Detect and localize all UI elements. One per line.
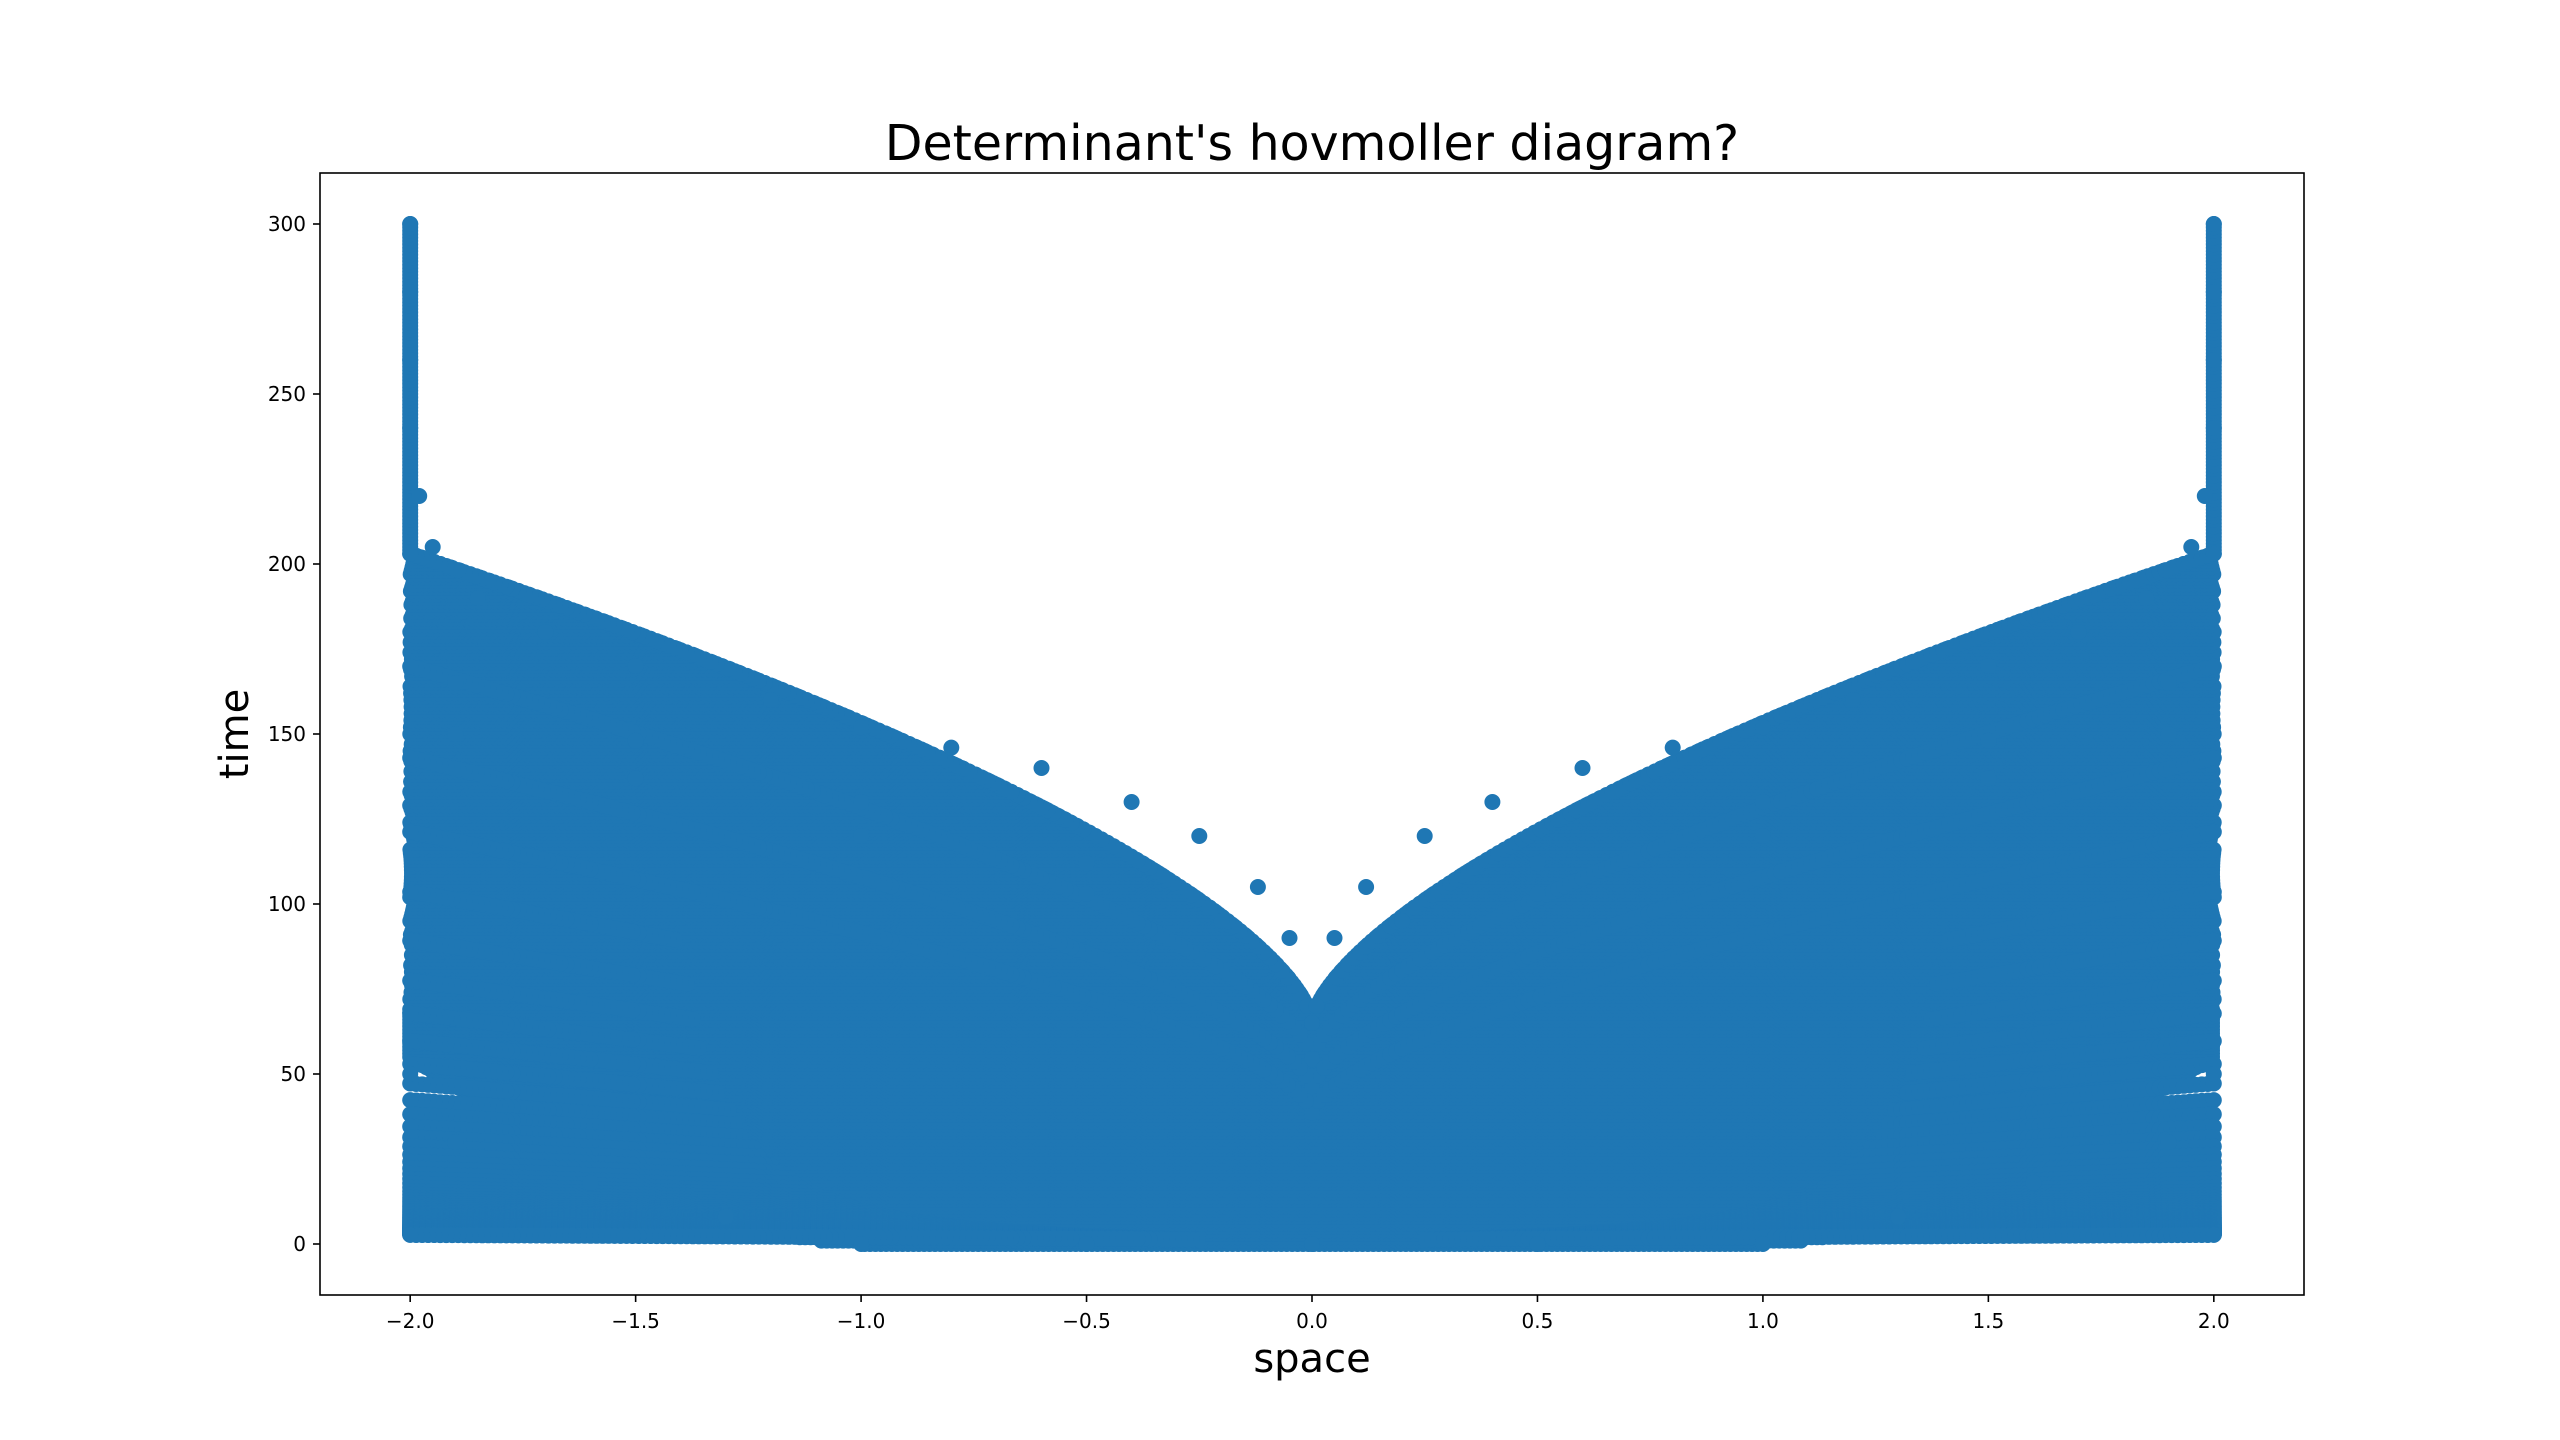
data-layer [402, 216, 2222, 1252]
chart-title: Determinant's hovmoller diagram? [885, 115, 1739, 172]
